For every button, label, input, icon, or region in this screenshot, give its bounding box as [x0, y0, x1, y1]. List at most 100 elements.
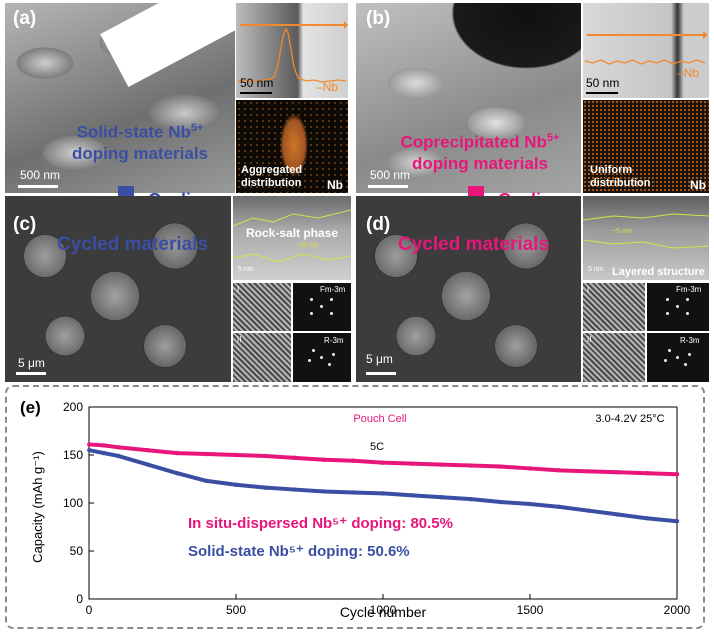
panel-c-tem-note: ~18 nm: [295, 242, 319, 249]
panel-a-scalebar: [18, 185, 58, 188]
series-1-point-0: [87, 442, 92, 447]
panel-b-line-scan-image: [583, 3, 709, 98]
panel-a-label: (a): [13, 8, 37, 29]
panel-c-roman-1: I: [237, 285, 240, 294]
panel-a-scale-label: 500 nm: [20, 168, 61, 182]
panel-d-tem-image: [583, 196, 709, 280]
series-1-point-7: [263, 453, 268, 459]
panel-b-scalebar: [368, 185, 408, 188]
panel-a-map-caption: Aggregated distribution: [241, 164, 302, 190]
y-tick-label-1: 50: [70, 544, 84, 558]
panel-a-line-legend: –Nb: [316, 80, 338, 94]
panel-d-roman-1: I: [587, 285, 590, 294]
panel-d-sem-image: [356, 196, 581, 382]
chart-y-axis-label: Capacity (mAh g⁻¹): [30, 451, 45, 563]
series-2-point-4: [175, 471, 180, 476]
panel-b-caption-line2: doping materials: [411, 153, 549, 173]
series-line-2: [88, 448, 678, 524]
panel-d-scale-label: 5 μm: [366, 352, 393, 366]
series-2-point-11: [380, 491, 386, 496]
panel-b-legend-text: Nb: [683, 66, 700, 80]
panel-c-label: (c): [13, 214, 37, 235]
panel-b-sem-image: [356, 3, 581, 193]
panel-d-fft-1: [647, 283, 709, 331]
series-2-point-2: [116, 453, 121, 459]
x-tick-label-3: 1500: [517, 603, 544, 617]
panel-a-line-scan-image: [236, 3, 348, 98]
series-1-point-18: [586, 469, 591, 474]
panel-d-tem-boundaries: [583, 213, 709, 249]
panel-c-scalebar: [16, 372, 46, 375]
panel-a-nb-map: [236, 100, 348, 193]
panel-a-scan-arrow-head: [344, 21, 348, 29]
series-2-point-8: [292, 487, 297, 492]
panel-b-nb-map: [583, 100, 709, 193]
panel-a-map-element: Nb: [327, 178, 343, 192]
panel-d-tem-note: ~5 nm: [612, 228, 632, 235]
chart-x-axis-label: Cycle number: [340, 604, 427, 620]
series-1-point-3: [145, 448, 150, 453]
panel-c-fft-1: [293, 283, 351, 331]
panel-e-frame: [5, 385, 705, 629]
series-2-point-21: [674, 519, 680, 524]
panel-b-map-caption: Uniform distribution: [590, 164, 651, 190]
panel-b-scan-arrow-head: [703, 31, 708, 39]
panel-a-line-scalebar: [240, 92, 272, 94]
series-line-1: [89, 442, 678, 477]
panel-d-boundary-top: [583, 213, 709, 221]
panel-d-scalebar: [366, 372, 396, 375]
panel-c-tem-scale: 5 nm: [238, 266, 254, 273]
series-1-point-6: [233, 452, 239, 458]
x-tick-label-2: 1000: [370, 603, 397, 617]
series-1-point-1: [101, 443, 106, 448]
panel-c-hrtem-1: [233, 283, 291, 331]
panel-d-label: (d): [366, 214, 391, 235]
series-2-point-13: [439, 495, 444, 500]
panel-c-scale-label: 5 μm: [18, 356, 45, 370]
chart-legend-series-1: In situ-dispersed Nb⁵⁺ doping: 80.5%: [188, 515, 453, 532]
series-1-point-10: [351, 458, 356, 463]
x-tick-label-1: 500: [226, 603, 246, 617]
panel-d-hrtem-2: [583, 333, 645, 382]
series-1-point-15: [498, 464, 503, 469]
chart-series: [87, 442, 680, 524]
series-1-point-17: [557, 468, 562, 473]
series-2-point-9: [322, 489, 327, 494]
panel-a-map-caption-line1: Aggregated: [241, 164, 303, 176]
series-1-point-21: [674, 472, 680, 477]
panel-a-legend-dash: –: [316, 80, 323, 94]
series-2-point-1: [101, 450, 106, 456]
series-1-point-20: [645, 471, 650, 476]
series-1-point-12: [410, 461, 415, 466]
panel-b-legend-dash: –: [677, 66, 684, 80]
panel-c-roman-2: II: [237, 335, 242, 344]
chart-axes: 0 500 1000 1500 2000 0 50 100 150 200: [63, 400, 691, 617]
series-1-point-11: [380, 460, 386, 465]
panel-c-fft-2-label: R-3m: [324, 336, 344, 345]
panel-b-line-profile: [584, 31, 708, 65]
panel-a-line-scale-label: 50 nm: [240, 76, 274, 90]
panel-a-sem-caption: Solid-state Nb5+ doping materials: [50, 118, 230, 164]
series-1-point-19: [616, 470, 621, 475]
series-2-point-7: [263, 485, 268, 490]
panel-b-line-legend: –Nb: [677, 66, 699, 80]
series-1-point-8: [292, 455, 297, 461]
panel-b-nb-profile: [584, 59, 706, 65]
series-2-point-16: [527, 501, 533, 507]
panel-d-roman-2: II: [587, 335, 592, 344]
series-1-point-16: [527, 466, 533, 471]
panel-d-tem-scale: 5 nm: [588, 266, 604, 273]
panel-a-sem-image: [5, 3, 235, 193]
panel-c-tem-title: Rock-salt phase: [246, 226, 339, 240]
chart-legend-series-2: Solid-state Nb⁵⁺ doping: 50.6%: [188, 543, 410, 560]
series-2-point-20: [645, 516, 650, 521]
panel-b-scale-label: 500 nm: [370, 168, 411, 182]
y-tick-label-3: 150: [63, 448, 83, 462]
series-2-point-10: [351, 490, 356, 495]
panel-c-fft-2: [293, 333, 351, 382]
series-1-point-14: [469, 463, 474, 468]
series-2-point-19: [616, 512, 621, 517]
panel-c-fft-1-label: Fm-3m: [320, 285, 346, 294]
panel-b-sem-caption: Coprecipitated Nb5+ doping materials: [380, 128, 580, 174]
panel-a-map-caption-line2: distribution: [241, 177, 302, 189]
